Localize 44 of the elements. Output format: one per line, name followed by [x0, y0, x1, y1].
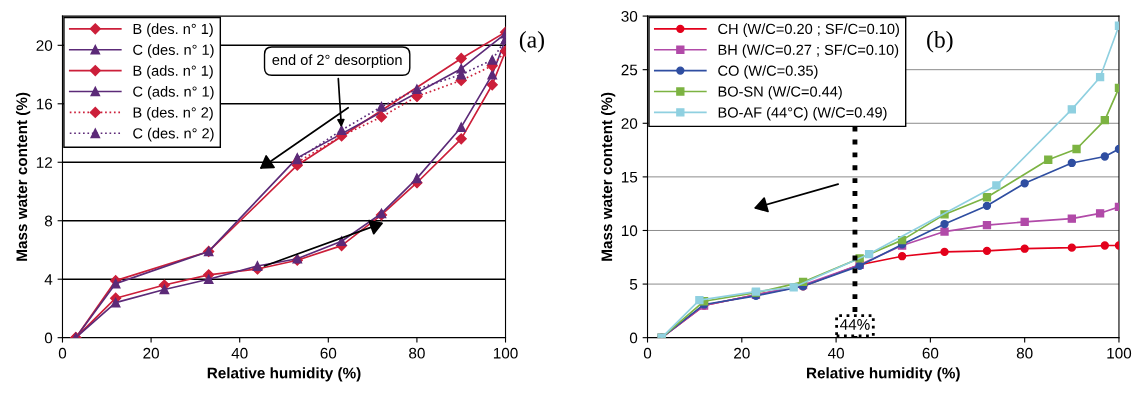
- legend-label: C (ads. n° 1): [133, 86, 214, 100]
- annotation: (b): [927, 31, 953, 53]
- y-tick-label: 25: [621, 64, 638, 76]
- x-tick-label: 60: [320, 347, 337, 359]
- legend-label: CO (W/C=0.35): [718, 65, 818, 79]
- x-tick-label: 0: [643, 347, 652, 359]
- y-tick-label: 20: [36, 40, 53, 51]
- y-tick-label: 15: [621, 171, 638, 183]
- legend-label: BO-SN (W/C=0.44): [718, 86, 842, 100]
- x-tick-label: 60: [922, 347, 939, 359]
- y-tick-label: 5: [629, 279, 638, 290]
- y-axis-title: Mass water content (%): [601, 92, 616, 261]
- legend-label: C (des. n° 1): [133, 44, 214, 58]
- y-tick-label: 8: [44, 215, 53, 227]
- legend-label: CH (W/C=0.20 ; SF/C=0.10): [718, 23, 899, 37]
- y-tick-label: 16: [36, 98, 53, 110]
- x-tick-label: 100: [493, 347, 518, 359]
- y-tick-label: 30: [621, 10, 638, 22]
- x-tick-label: 20: [143, 347, 159, 359]
- y-tick-label: 0: [629, 332, 638, 344]
- x-tick-label: 40: [231, 347, 248, 359]
- x-tick-label: 100: [1107, 347, 1132, 359]
- x-tick-label: 20: [734, 347, 750, 359]
- y-tick-label: 4: [44, 274, 53, 285]
- legend-label: BO-AF (44°C) (W/C=0.49): [718, 106, 887, 121]
- legend-label: B (des. n° 1): [133, 23, 213, 37]
- text: (a): [519, 31, 544, 53]
- y-tick-label: 12: [36, 157, 52, 168]
- y-tick-label: 20: [621, 118, 638, 129]
- x-tick-label: 80: [1016, 347, 1033, 359]
- annotation: end of 2° desorption: [272, 54, 402, 68]
- x-tick-label: 40: [827, 347, 844, 359]
- legend-label: B (ads. n° 1): [133, 65, 213, 79]
- x-axis-title: Relative humidity (%): [207, 367, 361, 382]
- y-tick-label: 0: [44, 332, 53, 344]
- ref-line-label: 44%: [840, 319, 870, 330]
- y-axis-title: Mass water content (%): [15, 92, 31, 261]
- x-tick-label: 80: [409, 347, 425, 359]
- x-tick-label: 0: [58, 347, 67, 359]
- legend-label: BH (W/C=0.27 ; SF/C=0.10): [718, 44, 899, 58]
- y-tick-label: 10: [621, 225, 638, 237]
- x-axis-title: Relative humidity (%): [807, 367, 960, 382]
- legend-label: B (des. n° 2): [133, 106, 213, 121]
- legend-label: C (des. n° 2): [133, 127, 214, 142]
